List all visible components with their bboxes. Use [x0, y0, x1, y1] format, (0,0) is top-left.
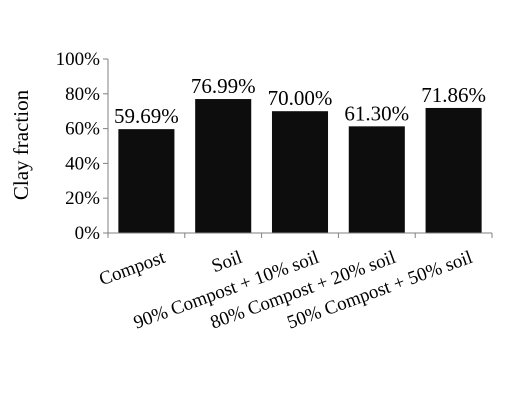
x-axis	[107, 232, 493, 238]
y-tick-label: 60%	[65, 119, 100, 140]
bar	[348, 126, 405, 233]
y-tick-label: 0%	[75, 223, 101, 244]
bar	[195, 99, 252, 233]
bars-group	[118, 99, 482, 233]
data-label: 70.00%	[268, 86, 333, 110]
data-label: 59.69%	[114, 104, 179, 128]
y-axis-title: Clay fraction	[9, 89, 33, 200]
category-label: Compost	[96, 247, 168, 290]
y-tick-label: 100%	[56, 49, 101, 70]
y-tick-label: 20%	[65, 188, 100, 209]
data-labels-group: 59.69% 76.99% 70.00% 61.30% 71.86%	[114, 74, 486, 128]
y-tick-label: 40%	[65, 153, 100, 174]
bar	[271, 111, 329, 233]
bar	[425, 107, 482, 233]
category-label: Soil	[209, 247, 245, 277]
data-label: 71.86%	[421, 83, 486, 107]
y-axis: 0% 20% 40% 60% 80% 100%	[56, 49, 109, 244]
data-label: 76.99%	[191, 74, 256, 98]
data-label: 61.30%	[344, 101, 409, 125]
bar	[118, 129, 175, 233]
y-tick-label: 80%	[65, 84, 100, 105]
